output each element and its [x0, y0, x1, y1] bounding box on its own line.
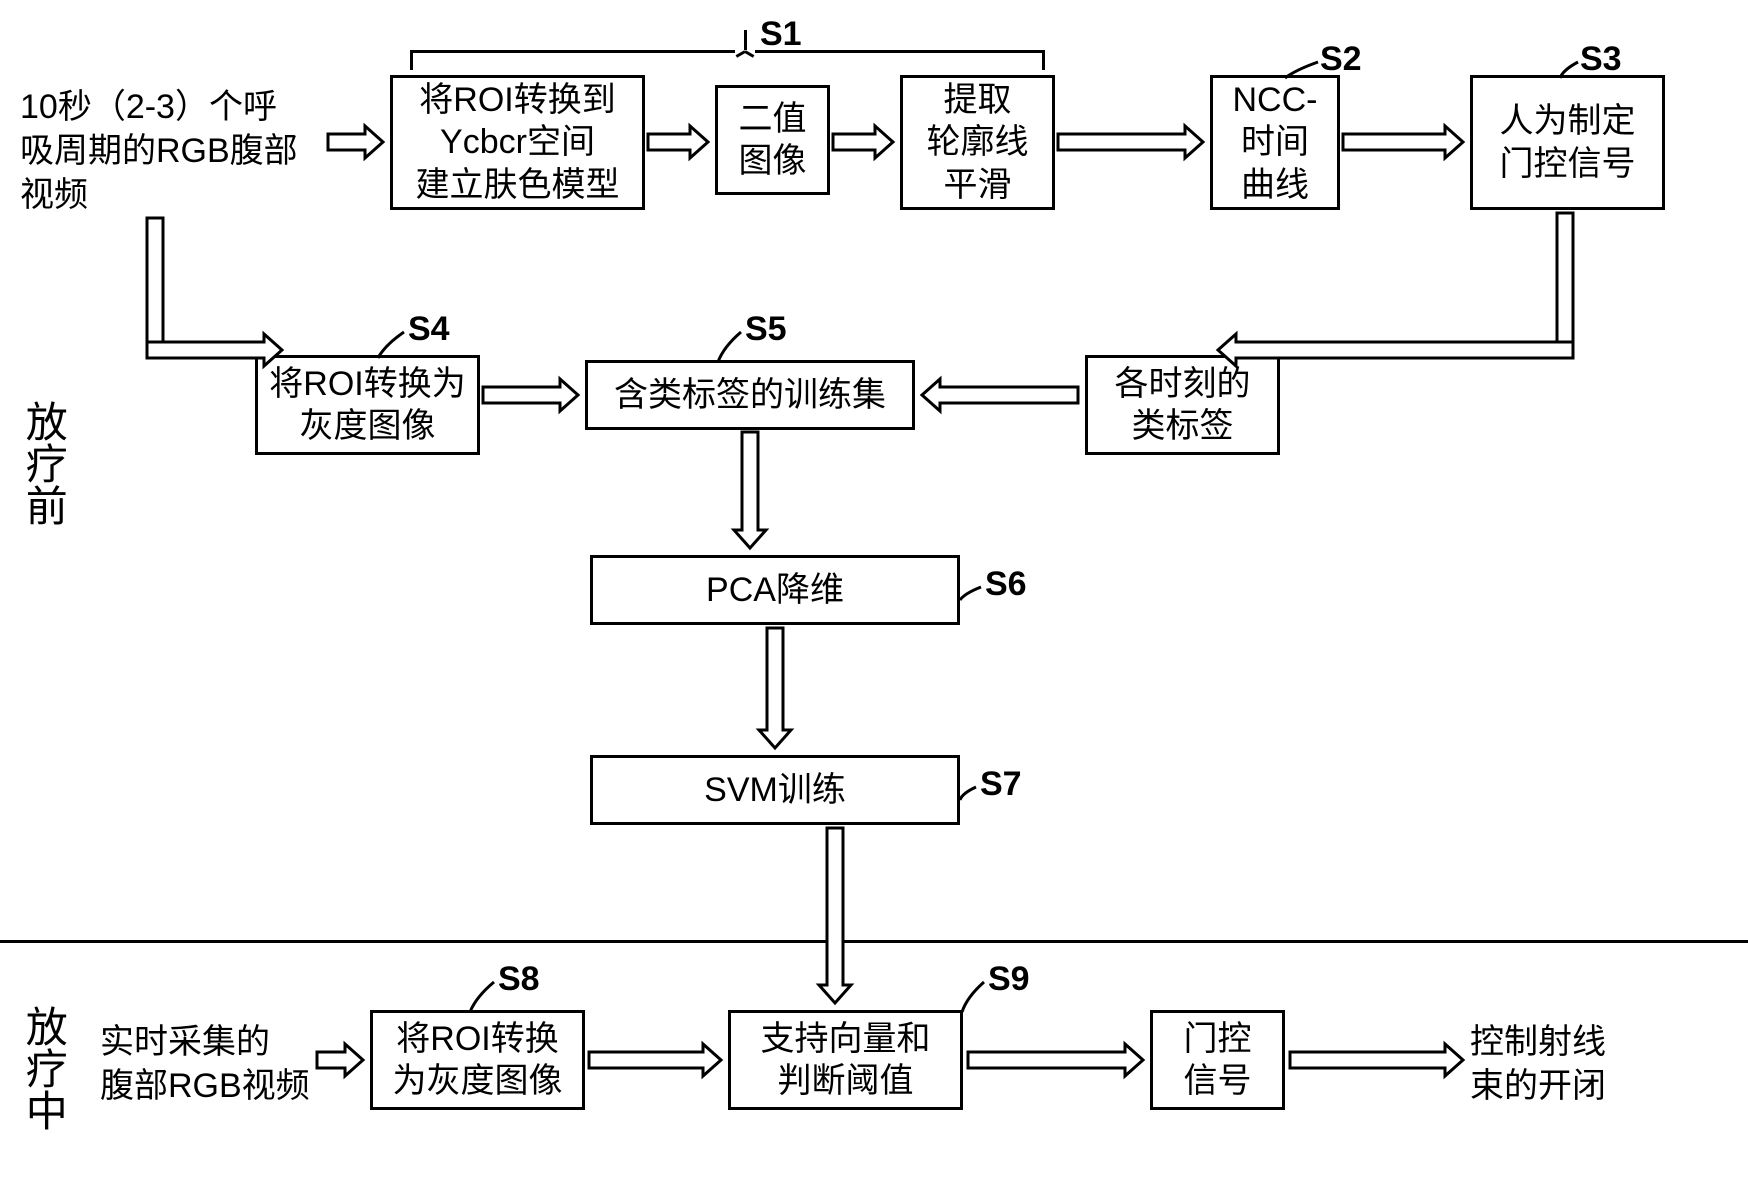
connector-S3 — [1560, 62, 1578, 78]
arrow-a11 — [819, 828, 851, 1003]
connector-S6 — [960, 587, 981, 600]
arrow-a1 — [328, 126, 383, 158]
arrow-a8 — [1218, 213, 1573, 366]
arrow-a3 — [833, 126, 893, 158]
arrow-a15 — [1290, 1044, 1463, 1076]
arrow-a6 — [483, 379, 578, 411]
connector-S2 — [1285, 62, 1318, 78]
arrow-a4a — [1058, 126, 1203, 158]
arrow-a7 — [922, 379, 1078, 411]
arrow-a9 — [734, 432, 766, 548]
connector-S8 — [470, 982, 494, 1012]
arrow-a10 — [759, 628, 791, 748]
arrow-a4b — [1343, 126, 1463, 158]
connector-S5 — [718, 332, 741, 362]
arrow-a2 — [648, 126, 708, 158]
connector-S9 — [962, 982, 984, 1012]
arrow-a13 — [589, 1044, 721, 1076]
arrow-a14 — [968, 1044, 1143, 1076]
connector-S4 — [378, 332, 404, 358]
arrow-a5 — [147, 218, 282, 366]
arrow-a12 — [317, 1044, 363, 1076]
connector-S7 — [960, 787, 976, 800]
